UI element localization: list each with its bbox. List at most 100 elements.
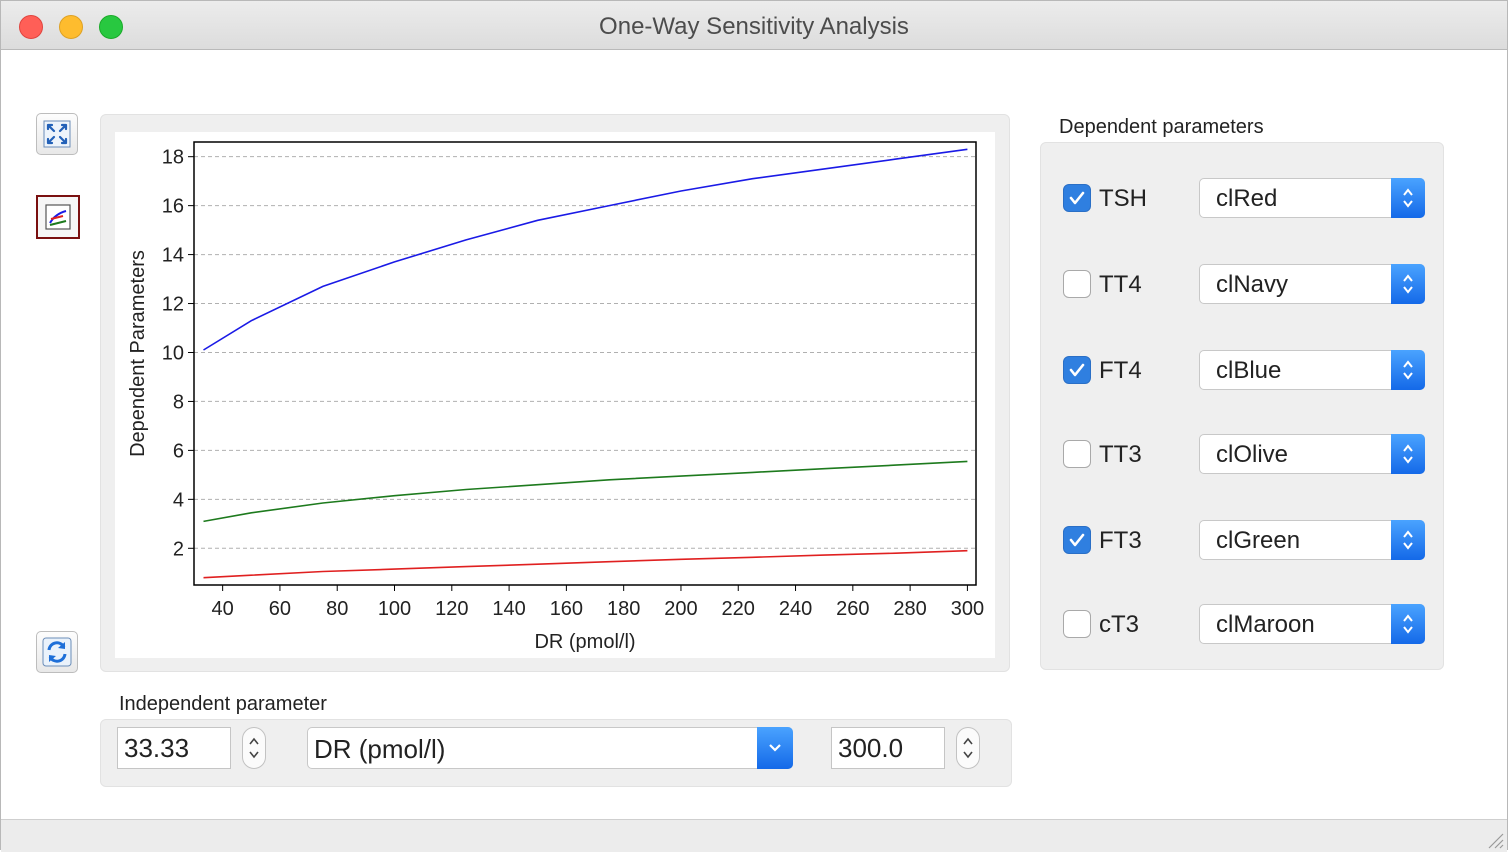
color-select-value: clRed bbox=[1216, 185, 1278, 212]
x-tick-label: 120 bbox=[435, 598, 468, 620]
select-arrows[interactable] bbox=[1391, 434, 1425, 474]
dependent-row-ft4: FT4 clBlue bbox=[1061, 350, 1431, 390]
plot-frame bbox=[193, 141, 977, 586]
dependent-row-tt4: TT4 clNavy bbox=[1061, 264, 1431, 304]
y-tick-label: 12 bbox=[162, 294, 184, 316]
min-value-field[interactable]: 33.33 bbox=[117, 727, 231, 769]
checkmark-icon bbox=[1069, 363, 1085, 377]
x-tick-label: 160 bbox=[550, 598, 583, 620]
y-tick-label: 10 bbox=[162, 342, 184, 364]
y-tick-label: 16 bbox=[162, 196, 184, 218]
y-tick-label: 8 bbox=[173, 391, 184, 413]
y-tick-label: 14 bbox=[162, 245, 184, 267]
color-select-value: clBlue bbox=[1216, 357, 1282, 384]
x-tick-label: 40 bbox=[212, 598, 234, 620]
series-line-0 bbox=[203, 148, 968, 351]
chart-canvas: 2 4 6 8 10 12 14 16 18 40 60 80 100 120 140 160 180 200 22… bbox=[127, 141, 984, 653]
close-window-button[interactable] bbox=[19, 15, 43, 39]
x-tick-label: 80 bbox=[326, 598, 348, 620]
dependent-name: cT3 bbox=[1099, 611, 1140, 638]
x-tick-label: 260 bbox=[836, 598, 869, 620]
refresh-button[interactable] bbox=[36, 631, 78, 673]
dependent-parameters-label: Dependent parameters bbox=[1059, 116, 1264, 138]
select-arrows[interactable] bbox=[1391, 178, 1425, 218]
select-arrows[interactable] bbox=[1391, 604, 1425, 644]
minimize-window-button[interactable] bbox=[59, 15, 83, 39]
series-line-2 bbox=[203, 549, 968, 579]
checkmark-icon bbox=[1069, 191, 1085, 205]
color-select-tt4[interactable]: clNavy bbox=[1199, 264, 1425, 304]
independent-parameter-label: Independent parameter bbox=[119, 693, 327, 715]
x-axis-label: DR (pmol/l) bbox=[534, 631, 635, 653]
chevron-down-icon bbox=[769, 744, 781, 752]
y-axis-label: Dependent Parameters bbox=[127, 250, 149, 457]
fit-to-window-icon bbox=[43, 120, 71, 148]
checkbox-ct3[interactable] bbox=[1063, 610, 1091, 638]
checkbox-tsh[interactable] bbox=[1063, 184, 1091, 212]
select-arrows[interactable] bbox=[1391, 264, 1425, 304]
dependent-name: TT4 bbox=[1099, 271, 1142, 298]
select-arrows[interactable] bbox=[1391, 350, 1425, 390]
stepper-arrows-icon bbox=[249, 737, 259, 759]
color-select-ft4[interactable]: clBlue bbox=[1199, 350, 1425, 390]
up-down-chevron-icon bbox=[1403, 274, 1413, 294]
chart-style-button[interactable] bbox=[36, 195, 80, 239]
x-tick-label: 300 bbox=[951, 598, 984, 620]
color-select-tsh[interactable]: clRed bbox=[1199, 178, 1425, 218]
checkbox-tt4[interactable] bbox=[1063, 270, 1091, 298]
select-arrows[interactable] bbox=[1391, 520, 1425, 560]
resize-grip-icon[interactable] bbox=[1483, 828, 1505, 850]
min-value-stepper[interactable] bbox=[242, 727, 266, 769]
x-tick-label: 220 bbox=[722, 598, 755, 620]
max-value-field[interactable]: 300.0 bbox=[831, 727, 945, 769]
sensitivity-chart: 2 4 6 8 10 12 14 16 18 40 60 80 100 120 140 160 180 200 22… bbox=[115, 132, 995, 658]
dependent-parameters-panel bbox=[1040, 142, 1444, 670]
color-select-ct3[interactable]: clMaroon bbox=[1199, 604, 1425, 644]
checkbox-tt3[interactable] bbox=[1063, 440, 1091, 468]
zoom-window-button[interactable] bbox=[99, 15, 123, 39]
color-select-tt3[interactable]: clOlive bbox=[1199, 434, 1425, 474]
fit-to-window-button[interactable] bbox=[36, 113, 78, 155]
y-tick-label: 6 bbox=[173, 440, 184, 462]
independent-parameter-select[interactable]: DR (pmol/l) bbox=[307, 727, 793, 769]
x-tick-label: 100 bbox=[378, 598, 411, 620]
color-select-value: clGreen bbox=[1216, 527, 1301, 554]
dependent-name: FT3 bbox=[1099, 527, 1142, 554]
dependent-row-ft3: FT3 clGreen bbox=[1061, 520, 1431, 560]
y-tick-label: 4 bbox=[173, 489, 184, 511]
up-down-chevron-icon bbox=[1403, 360, 1413, 380]
x-tick-label: 60 bbox=[269, 598, 291, 620]
up-down-chevron-icon bbox=[1403, 444, 1413, 464]
stepper-arrows-icon bbox=[963, 737, 973, 759]
x-tick-label: 140 bbox=[492, 598, 525, 620]
dependent-name: TSH bbox=[1099, 185, 1147, 212]
series-line-1 bbox=[203, 460, 968, 523]
dependent-name: FT4 bbox=[1099, 357, 1142, 384]
color-select-ft3[interactable]: clGreen bbox=[1199, 520, 1425, 560]
up-down-chevron-icon bbox=[1403, 614, 1413, 634]
color-select-value: clOlive bbox=[1216, 441, 1289, 468]
x-tick-label: 180 bbox=[607, 598, 640, 620]
dependent-row-tsh: TSH clRed bbox=[1061, 178, 1431, 218]
y-tick-label: 18 bbox=[162, 147, 184, 169]
dependent-name: TT3 bbox=[1099, 441, 1142, 468]
y-tick-label: 2 bbox=[173, 538, 184, 560]
x-tick-label: 200 bbox=[664, 598, 697, 620]
color-select-value: clMaroon bbox=[1216, 611, 1315, 638]
up-down-chevron-icon bbox=[1403, 530, 1413, 550]
window-title: One-Way Sensitivity Analysis bbox=[599, 13, 909, 40]
color-select-value: clNavy bbox=[1216, 271, 1289, 298]
x-tick-label: 280 bbox=[893, 598, 926, 620]
up-down-chevron-icon bbox=[1403, 188, 1413, 208]
title-bar: One-Way Sensitivity Analysis bbox=[1, 1, 1507, 50]
independent-parameter-value: DR (pmol/l) bbox=[314, 734, 446, 764]
max-value-stepper[interactable] bbox=[956, 727, 980, 769]
checkmark-icon bbox=[1069, 533, 1085, 547]
checkbox-ft3[interactable] bbox=[1063, 526, 1091, 554]
checkbox-ft4[interactable] bbox=[1063, 356, 1091, 384]
status-bar bbox=[1, 819, 1507, 852]
dependent-row-tt3: TT3 clOlive bbox=[1061, 434, 1431, 474]
dropdown-arrow[interactable] bbox=[757, 727, 793, 769]
dependent-row-ct3: cT3 clMaroon bbox=[1061, 604, 1431, 644]
